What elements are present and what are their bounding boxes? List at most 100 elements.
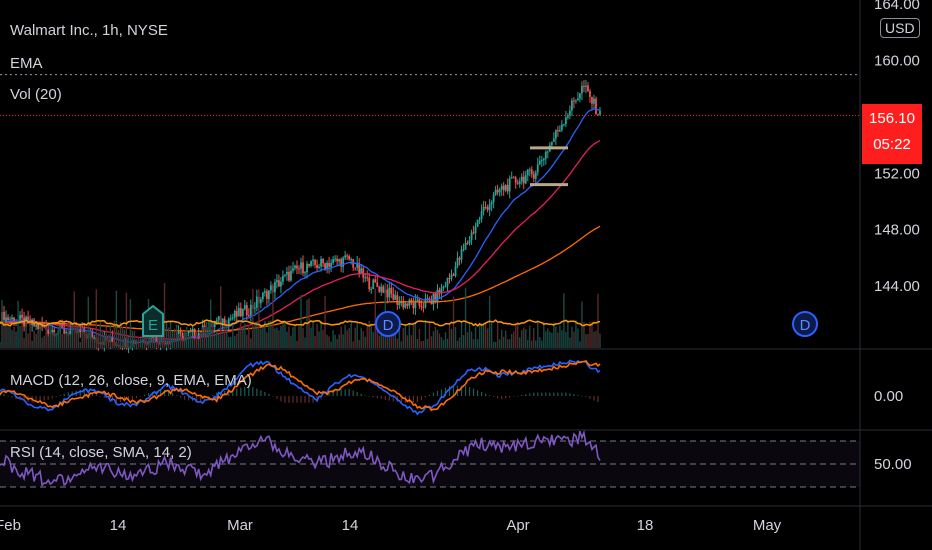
date-tick-label: 14 bbox=[110, 517, 127, 534]
macd-histogram-bar bbox=[597, 396, 599, 402]
candle-body bbox=[587, 85, 589, 92]
macd-histogram-bar bbox=[240, 387, 242, 396]
candle-body bbox=[233, 310, 236, 318]
candle-body bbox=[294, 265, 296, 269]
candle-body bbox=[300, 262, 302, 269]
ema-indicator-label[interactable]: EMA bbox=[10, 55, 43, 72]
macd-pane[interactable] bbox=[0, 359, 601, 416]
macd-histogram-bar bbox=[252, 386, 254, 396]
candle-body bbox=[334, 258, 337, 260]
volume-bar bbox=[129, 299, 132, 348]
volume-bar bbox=[41, 337, 43, 348]
candle-body bbox=[288, 271, 290, 281]
volume-bar bbox=[430, 336, 433, 348]
dividend-marker[interactable]: D bbox=[375, 311, 401, 337]
signal-line bbox=[0, 359, 601, 412]
volume-bar bbox=[201, 327, 204, 348]
candle-body bbox=[552, 138, 555, 142]
macd-histogram-bar bbox=[83, 389, 85, 396]
volume-bar bbox=[406, 335, 409, 348]
volume-bar bbox=[177, 334, 180, 348]
macd-histogram-bar bbox=[79, 389, 81, 396]
candle-body bbox=[259, 299, 262, 304]
volume-bar bbox=[101, 329, 104, 348]
volume-bar bbox=[424, 320, 427, 348]
volume-bar bbox=[593, 331, 595, 348]
volume-bar bbox=[278, 330, 280, 348]
volume-bar bbox=[599, 333, 601, 348]
candle-body bbox=[392, 293, 395, 300]
date-tick-label: Apr bbox=[506, 517, 529, 534]
candle-body bbox=[346, 255, 349, 257]
volume-bar bbox=[185, 326, 188, 348]
volume-bar bbox=[5, 322, 7, 348]
candle-body bbox=[348, 255, 351, 260]
candle-body bbox=[386, 289, 389, 298]
macd-histogram-bar bbox=[175, 395, 178, 396]
candle-body bbox=[450, 274, 453, 279]
volume-bar bbox=[500, 329, 503, 348]
time-axis[interactable]: Feb 14 Mar 14 Apr 18 May bbox=[0, 517, 782, 534]
candle-body bbox=[370, 289, 373, 291]
volume-bar bbox=[300, 294, 302, 348]
volume-bar bbox=[71, 325, 73, 348]
macd-histogram-bar bbox=[440, 389, 443, 396]
volume-bar bbox=[212, 322, 214, 348]
candle-body bbox=[213, 322, 216, 327]
macd-histogram-bar bbox=[276, 396, 278, 399]
candle-body bbox=[448, 277, 451, 279]
macd-histogram-bar bbox=[184, 396, 186, 400]
macd-histogram-bar bbox=[420, 396, 423, 400]
candle-body bbox=[330, 263, 333, 267]
candle-body bbox=[510, 177, 513, 179]
date-tick-label: 18 bbox=[637, 517, 654, 534]
candle-body bbox=[394, 295, 397, 300]
volume-bar bbox=[358, 339, 360, 348]
earnings-marker[interactable]: E bbox=[142, 304, 164, 337]
volume-bars bbox=[0, 282, 601, 348]
candle-body bbox=[581, 85, 583, 94]
volume-bar bbox=[21, 322, 23, 348]
macd-histogram-bar bbox=[67, 392, 69, 396]
volume-bar bbox=[191, 338, 194, 348]
volume-bar bbox=[571, 326, 573, 348]
volume-bar bbox=[222, 330, 224, 348]
volume-bar bbox=[65, 333, 67, 348]
price-tick-label: 152.00 bbox=[874, 165, 920, 182]
candle-body bbox=[382, 286, 385, 293]
dividend-marker[interactable]: D bbox=[792, 311, 818, 337]
macd-indicator-label[interactable]: MACD (12, 26, close, 9, EMA, EMA) bbox=[10, 372, 252, 389]
currency-button[interactable]: USD bbox=[880, 18, 920, 38]
volume-bar bbox=[438, 333, 441, 348]
macd-histogram-bar bbox=[424, 396, 427, 398]
volume-bar bbox=[364, 336, 366, 348]
candle-body bbox=[508, 178, 511, 192]
volume-bar bbox=[400, 341, 403, 348]
volume-bar bbox=[250, 338, 252, 348]
volume-bar bbox=[121, 326, 124, 348]
candle-body bbox=[498, 189, 501, 193]
candle-body bbox=[350, 259, 353, 261]
rsi-indicator-label[interactable]: RSI (14, close, SMA, 14, 2) bbox=[10, 444, 192, 461]
macd-histogram-bar bbox=[472, 388, 475, 396]
volume-bar bbox=[312, 321, 314, 348]
volume-bar bbox=[77, 325, 79, 348]
rsi-pane[interactable] bbox=[0, 429, 860, 488]
macd-histogram-bar bbox=[476, 390, 479, 396]
macd-histogram-bar bbox=[135, 396, 138, 399]
volume-bar bbox=[83, 331, 85, 348]
volume-bar bbox=[555, 326, 557, 348]
volume-bar bbox=[296, 340, 298, 348]
macd-histogram-bar bbox=[368, 396, 370, 397]
candle-body bbox=[282, 275, 284, 282]
candle-body bbox=[585, 85, 587, 87]
price-axis[interactable]: 164.00 160.00 152.00 148.00 144.00 0.00 50.00 bbox=[874, 0, 920, 473]
candle-body bbox=[223, 318, 226, 326]
volume-indicator-label[interactable]: Vol (20) bbox=[10, 86, 62, 103]
symbol-title[interactable]: Walmart Inc., 1h, NYSE bbox=[10, 22, 168, 39]
volume-bar bbox=[236, 333, 238, 348]
macd-histogram-bar bbox=[180, 396, 182, 398]
macd-histogram-bar bbox=[581, 395, 583, 397]
